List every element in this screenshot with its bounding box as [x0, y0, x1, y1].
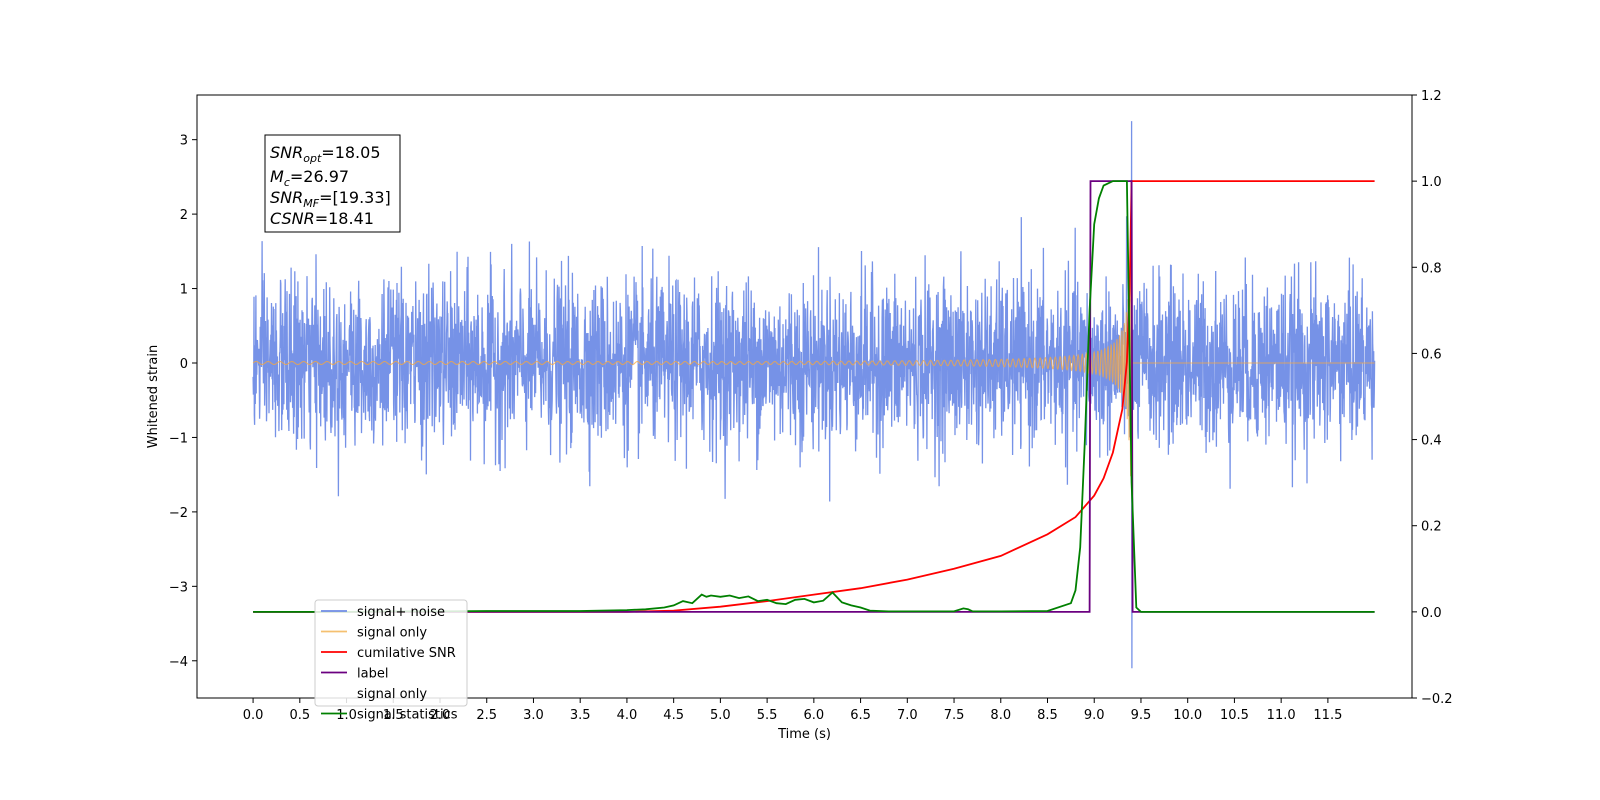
signal-noise-series [252, 121, 1376, 669]
x-tick-label: 2.0 [430, 708, 451, 723]
y-right-tick-label: 0.2 [1421, 520, 1442, 535]
snr-annotation-box: SNRopt=18.05 Mc=26.97 SNRMF=[19.33] CSNR… [264, 134, 401, 233]
x-axis-ticks: 0.0 0.5 1.0 1.5 2.0 2.5 3.0 3.5 4.0 4.5 5.0 5.5 6.0 6… [243, 698, 1342, 723]
y-left-tick-label: 2 [180, 208, 188, 223]
x-tick-label: 2.5 [476, 708, 497, 723]
legend-box [314, 599, 468, 707]
x-tick-label: 8.0 [990, 708, 1011, 723]
snr-opt-annotation: SNRopt=18.05 [270, 143, 381, 165]
x-tick-label: 11.5 [1313, 708, 1342, 723]
x-tick-label: 1.5 [383, 708, 404, 723]
x-tick-label: 4.5 [663, 708, 684, 723]
y-left-tick-label: −3 [169, 580, 188, 595]
right-axis-series [253, 180, 1375, 613]
y-left-tick-label: −4 [169, 655, 188, 670]
x-tick-label: 9.0 [1084, 708, 1105, 723]
y-left-tick-label: 0 [180, 357, 188, 372]
y-right-tick-label: 1.0 [1421, 175, 1442, 190]
x-tick-label: 6.0 [804, 708, 825, 723]
x-tick-label: 7.5 [944, 708, 965, 723]
x-tick-label: 10.5 [1220, 708, 1249, 723]
x-tick-label: 5.0 [710, 708, 731, 723]
csnr-annotation: CSNR=18.41 [270, 209, 374, 228]
x-tick-label: 0.0 [243, 708, 264, 723]
legend-entries: signal+ noise signal only cumilative SNR la… [321, 605, 458, 723]
plot-area [252, 121, 1376, 669]
signal-statistics-line [253, 180, 1375, 613]
y-left-tick-label: 1 [180, 283, 188, 298]
y-right-tick-label: 0.4 [1421, 434, 1442, 449]
y-right-tick-label: 1.2 [1421, 89, 1442, 104]
y-left-axis-ticks: −4 −3 −2 −1 0 1 2 3 [169, 134, 197, 670]
signal-only-line [252, 220, 1375, 477]
chirp-mass-annotation: Mc=26.97 [270, 167, 349, 189]
y-right-tick-label: 0.8 [1421, 261, 1442, 276]
x-tick-label: 11.0 [1267, 708, 1296, 723]
signal-only-series [252, 220, 1375, 477]
legend-label: signal statistics [357, 708, 458, 723]
annotation-border [264, 134, 401, 233]
x-tick-label: 3.0 [523, 708, 544, 723]
x-tick-label: 8.5 [1037, 708, 1058, 723]
y-right-tick-label: 0.0 [1421, 606, 1442, 621]
x-tick-label: 5.5 [757, 708, 778, 723]
y-right-tick-label: 0.6 [1421, 347, 1442, 362]
legend-label: label [357, 667, 388, 682]
x-tick-label: 4.0 [617, 708, 638, 723]
y-left-tick-label: −2 [169, 506, 188, 521]
legend-label: signal only [357, 626, 427, 641]
y-left-tick-label: −1 [169, 431, 188, 446]
legend-label: cumilative SNR [357, 646, 456, 661]
x-tick-label: 10.0 [1173, 708, 1202, 723]
x-tick-label: 1.0 [336, 708, 357, 723]
x-tick-label: 6.5 [850, 708, 871, 723]
legend-label: signal+ noise [357, 605, 445, 620]
legend-label: signal only [357, 687, 427, 702]
y-right-axis-ticks: −0.2 0.0 0.2 0.4 0.6 0.8 1.0 1.2 [1412, 89, 1453, 707]
x-tick-label: 0.5 [289, 708, 310, 723]
x-tick-label: 7.0 [897, 708, 918, 723]
axes-frame [196, 94, 1413, 699]
legend: signal+ noise signal only cumilative SNR la… [314, 599, 468, 723]
x-tick-label: 3.5 [570, 708, 591, 723]
y-left-tick-label: 3 [180, 134, 188, 149]
y-left-axis-label: Whitened strain [146, 345, 161, 448]
y-right-tick-label: −0.2 [1421, 692, 1453, 707]
x-tick-label: 9.5 [1131, 708, 1152, 723]
x-axis-label: Time (s) [777, 727, 831, 742]
snr-mf-annotation: SNRMF=[19.33] [270, 188, 391, 210]
signal-noise-line [252, 121, 1376, 669]
